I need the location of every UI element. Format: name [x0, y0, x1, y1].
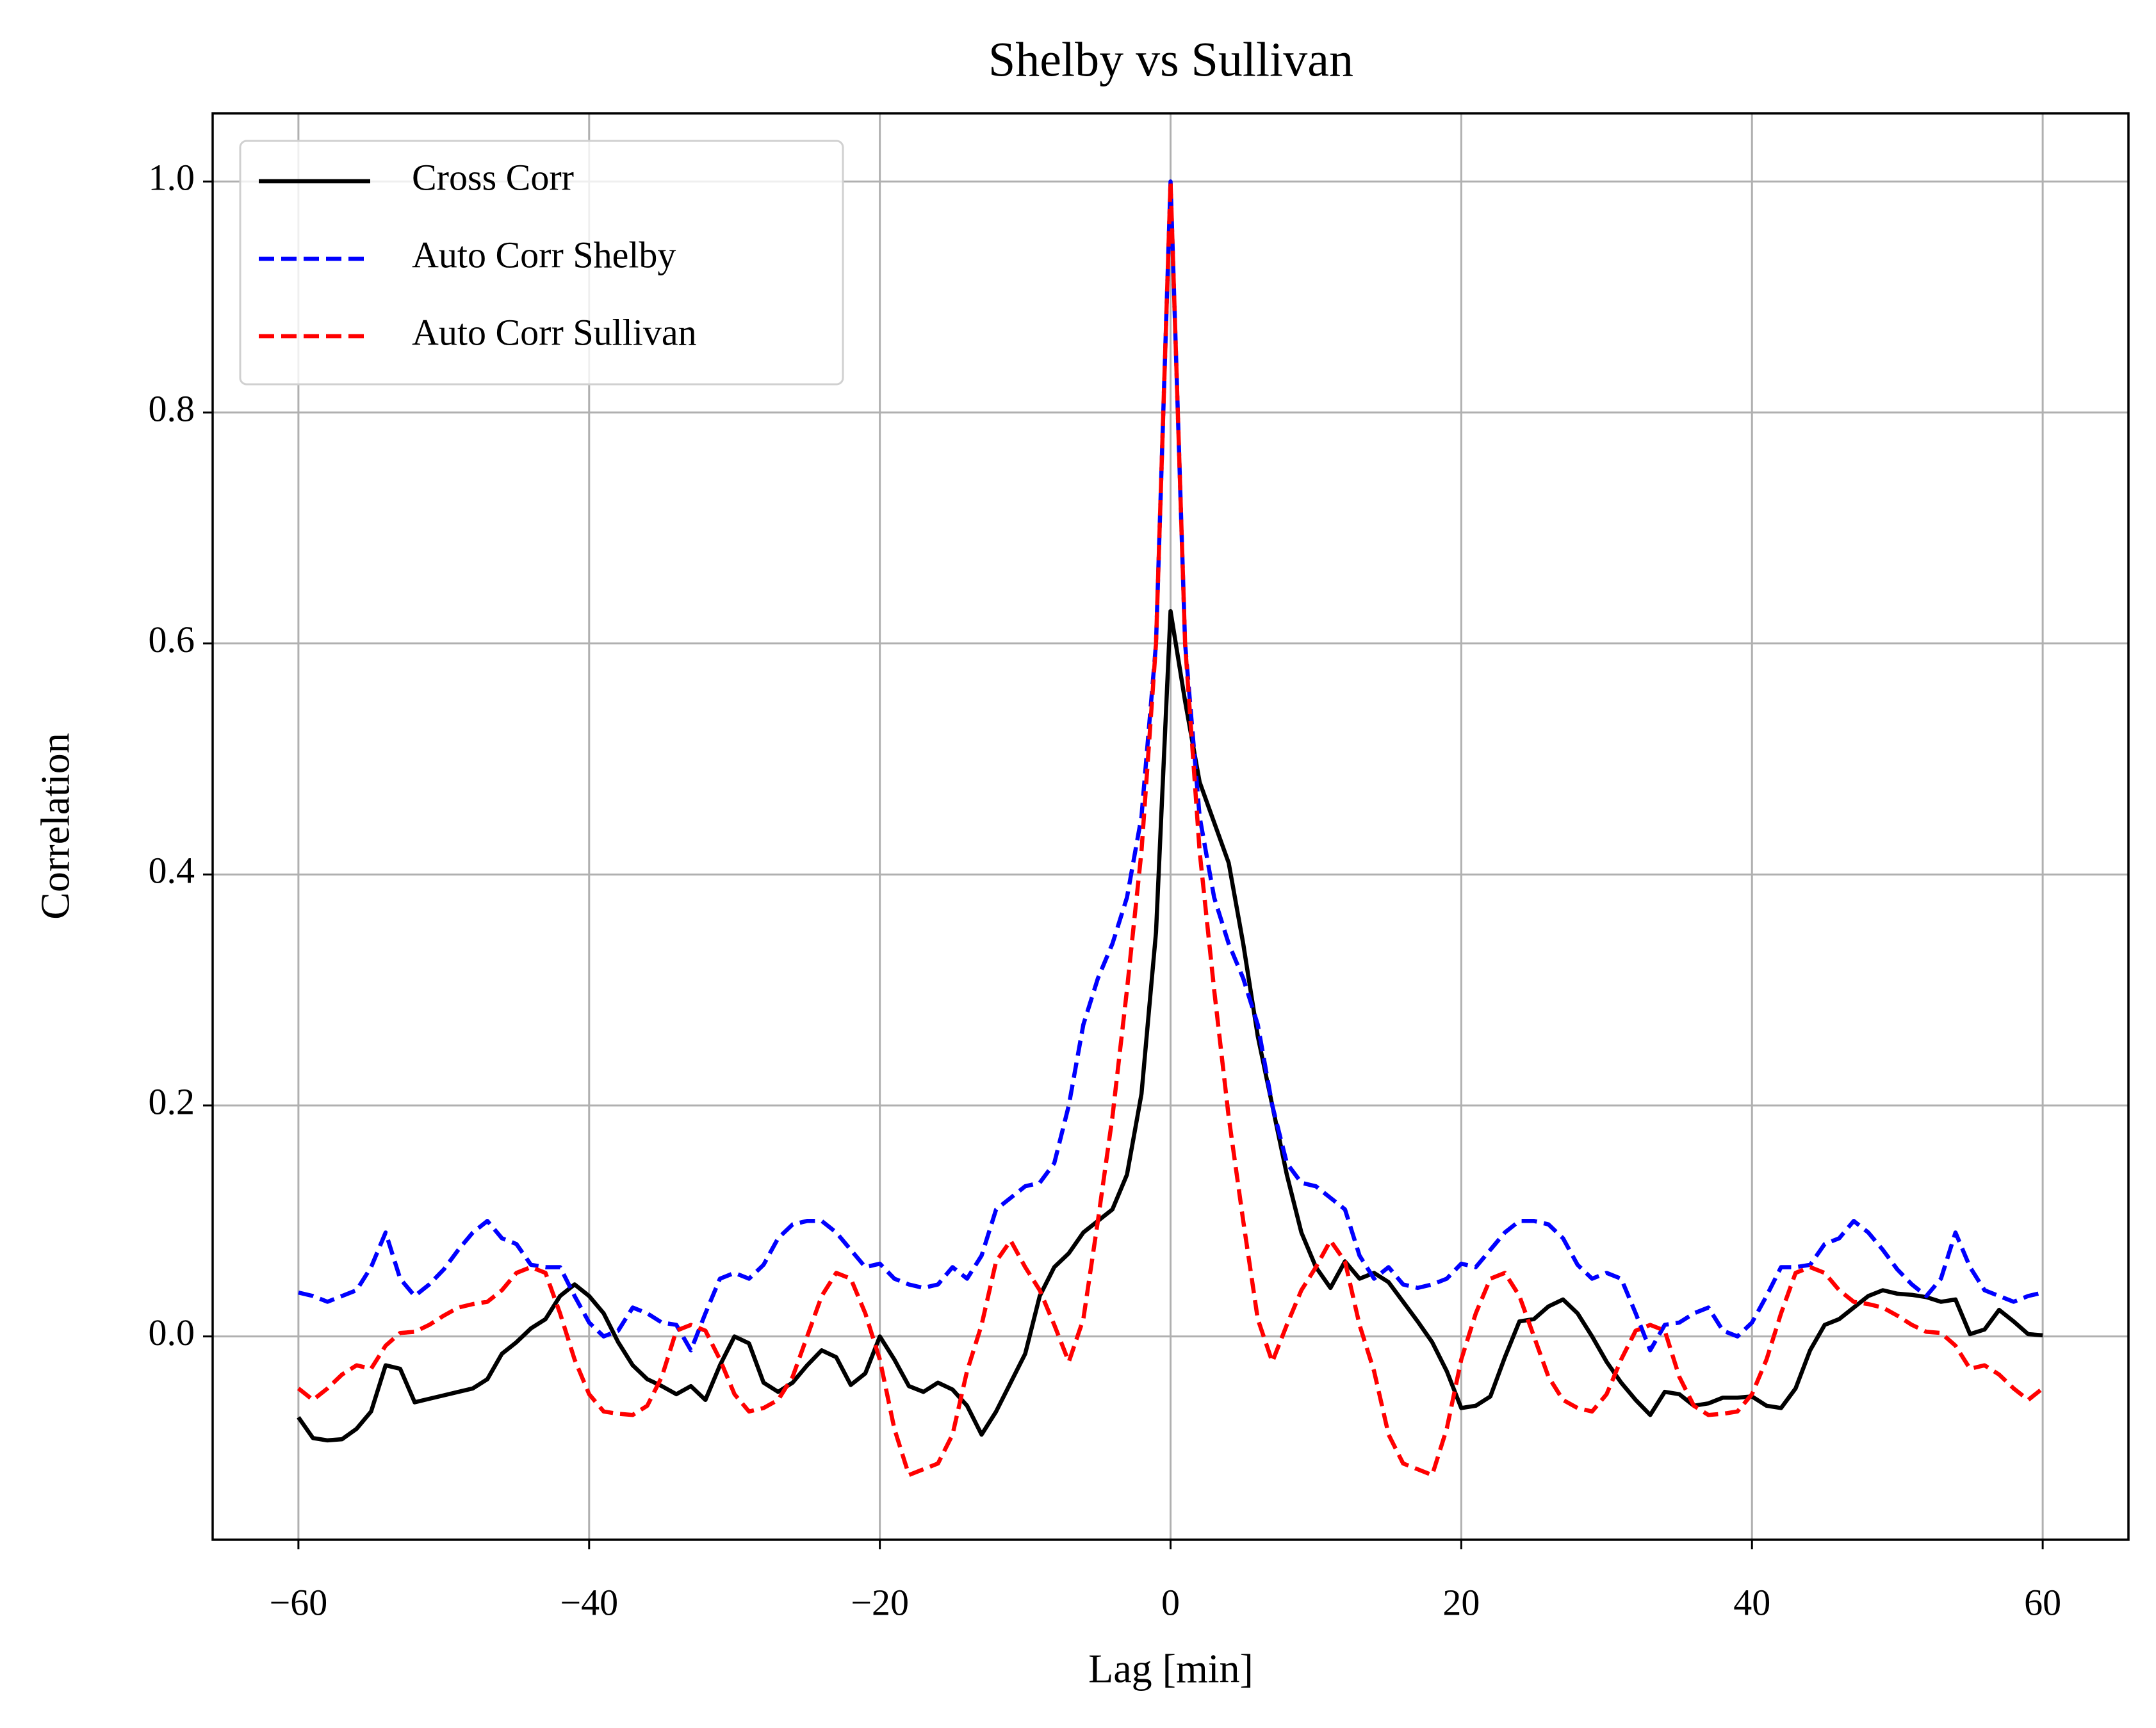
- y-axis-label: Correlation: [33, 733, 78, 919]
- legend-label: Cross Corr: [412, 156, 574, 198]
- legend: Cross Corr Auto Corr Shelby Auto Corr Sull…: [239, 140, 844, 386]
- x-tick-label: 60: [2024, 1581, 2061, 1623]
- x-tick-label: 40: [1733, 1581, 1770, 1623]
- y-tick-label: 0.8: [149, 387, 195, 429]
- legend-label: Auto Corr Sullivan: [412, 311, 697, 353]
- line-series: [297, 179, 2045, 1478]
- y-tick-label: 0.2: [149, 1080, 195, 1122]
- plot-frame: [211, 112, 2130, 1541]
- y-tick-label: 0.6: [149, 619, 195, 660]
- legend-box: [239, 140, 844, 386]
- x-tick-label: 0: [1161, 1581, 1180, 1623]
- x-tick-label: −40: [560, 1581, 618, 1623]
- legend-label: Auto Corr Shelby: [412, 234, 676, 275]
- x-axis-label: Lag [min]: [1088, 1646, 1254, 1691]
- chart-title: Shelby vs Sullivan: [988, 33, 1353, 86]
- y-tick-label: 0.0: [149, 1312, 195, 1353]
- y-tick-label: 1.0: [149, 157, 195, 199]
- y-tick-label: 0.4: [149, 850, 195, 892]
- x-tick-label: −20: [851, 1581, 909, 1623]
- line-series: [298, 179, 2043, 1353]
- x-tick-label: −60: [270, 1581, 328, 1623]
- x-tick-label: 20: [1442, 1581, 1480, 1623]
